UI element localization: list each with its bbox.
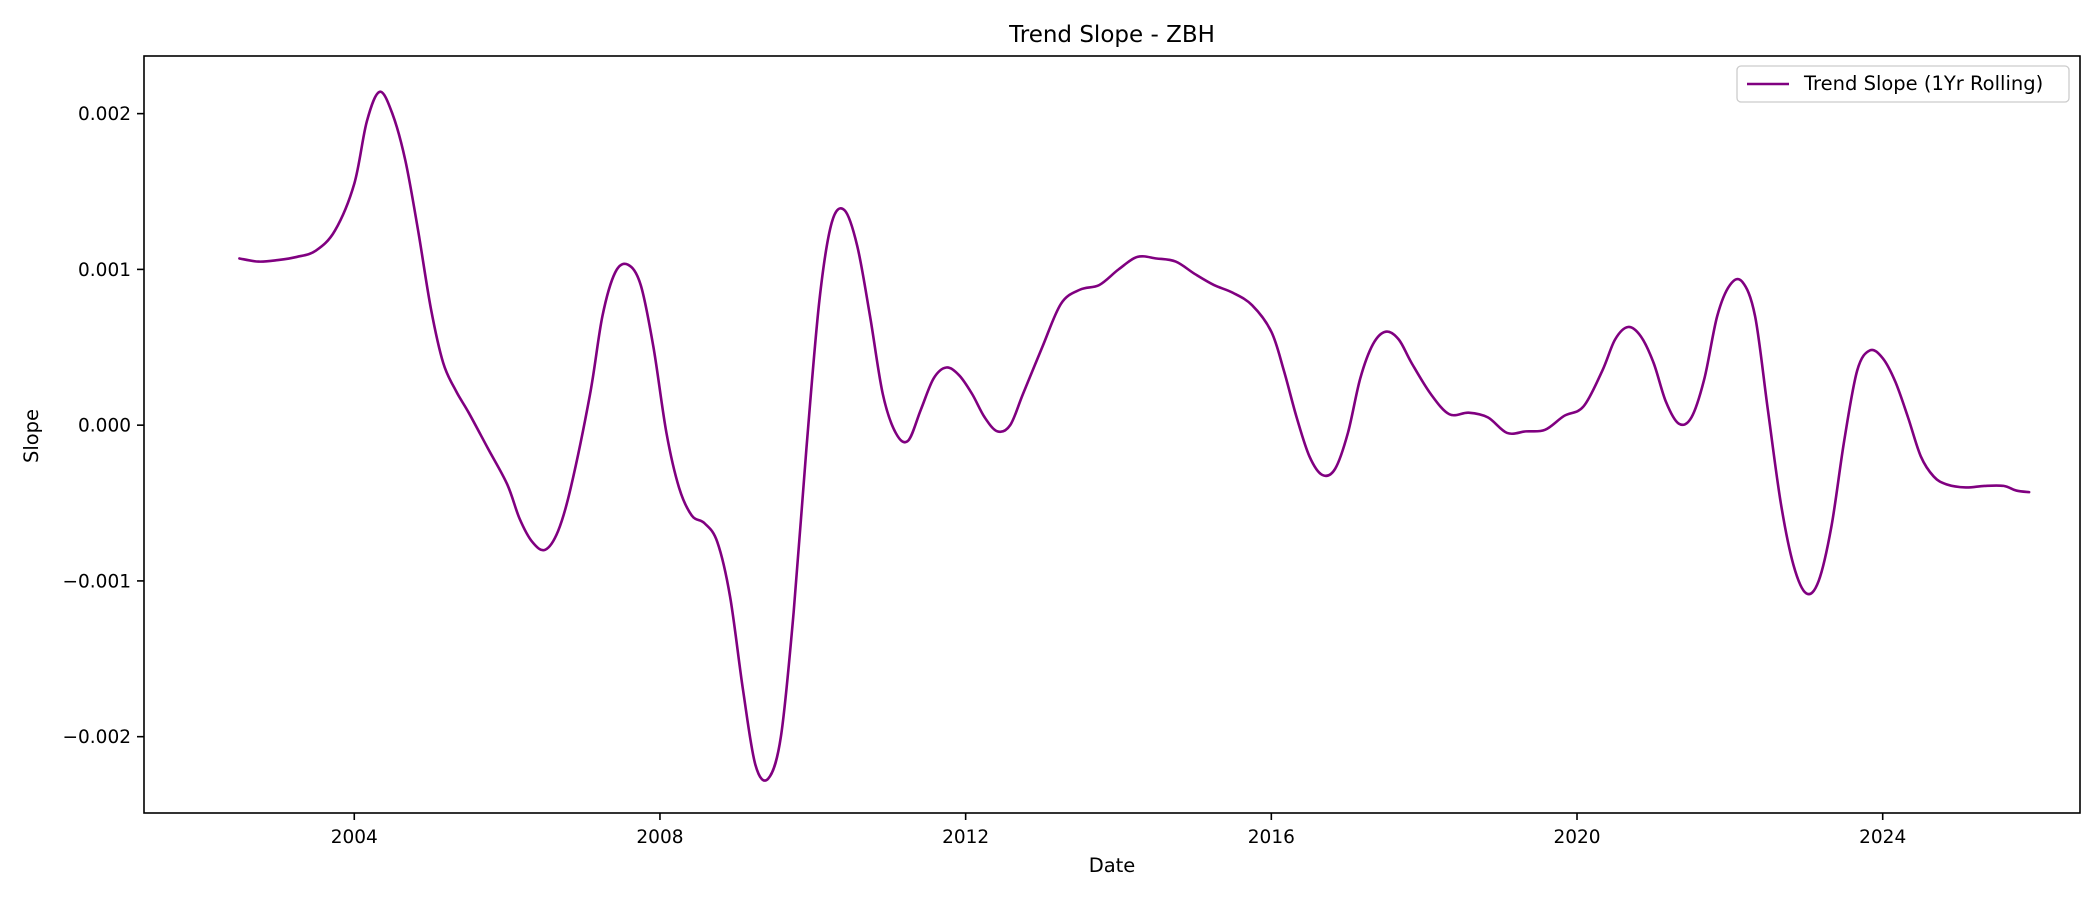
y-tick-label: −0.001 <box>63 571 131 592</box>
legend-label: Trend Slope (1Yr Rolling) <box>1803 72 2043 95</box>
legend-box <box>1736 65 2070 103</box>
x-axis-label: Date <box>1089 854 1136 877</box>
legend: Trend Slope (1Yr Rolling) <box>1736 65 2070 103</box>
y-axis-label: Slope <box>20 409 43 463</box>
series-line-trend-slope <box>238 90 2031 782</box>
y-tick-label: 0.000 <box>78 416 131 437</box>
x-axis: 2004 2008 2012 2016 2020 2024 <box>331 813 1906 848</box>
y-tick-label: 0.002 <box>78 104 131 125</box>
plot-area <box>238 90 2031 782</box>
x-tick-label: 2024 <box>1859 827 1906 848</box>
x-tick-label: 2004 <box>331 827 378 848</box>
x-tick-label: 2020 <box>1553 827 1600 848</box>
x-tick-label: 2016 <box>1248 827 1295 848</box>
x-tick-label: 2012 <box>942 827 989 848</box>
y-tick-label: −0.002 <box>63 727 131 748</box>
x-tick-label: 2008 <box>636 827 683 848</box>
y-axis: 0.002 0.001 0.000 −0.001 −0.002 <box>63 104 144 748</box>
plot-frame <box>143 55 2081 814</box>
y-tick-label: 0.001 <box>78 260 131 281</box>
chart-title: Trend Slope - ZBH <box>1008 22 1215 48</box>
